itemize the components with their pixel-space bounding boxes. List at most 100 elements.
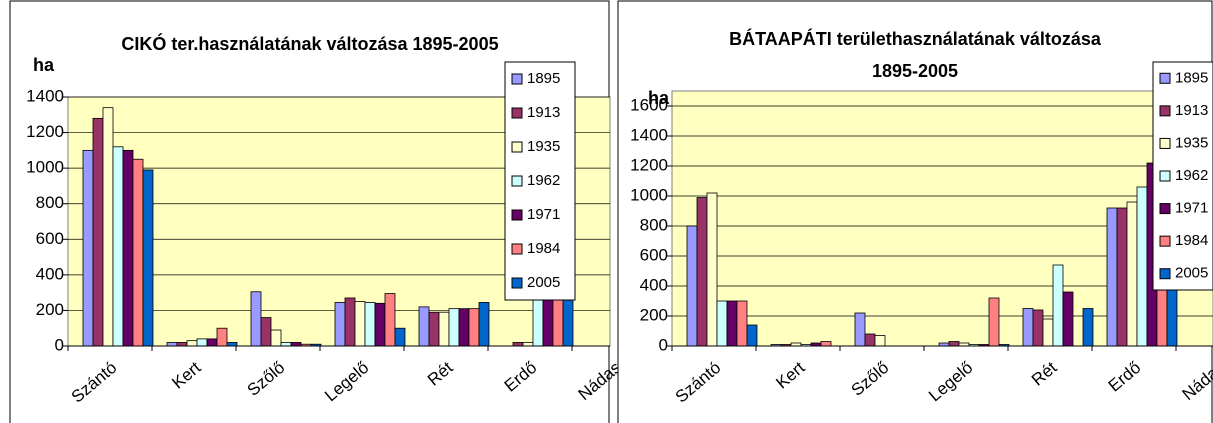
legend-label: 2005	[1175, 265, 1208, 282]
bar	[384, 293, 396, 347]
bar	[1032, 309, 1044, 347]
bar	[1042, 318, 1054, 347]
legend-label: 1895	[1175, 69, 1208, 86]
bar	[1106, 207, 1118, 347]
bar	[250, 291, 262, 347]
bar	[686, 225, 698, 347]
bar	[418, 306, 430, 347]
legend-swatch	[511, 175, 523, 187]
bar	[280, 342, 292, 347]
bar	[394, 327, 406, 347]
bar	[374, 302, 386, 347]
legend-label: 1971	[527, 206, 560, 223]
bar	[334, 302, 346, 347]
y-tick-label: 1400	[26, 86, 64, 105]
bar	[260, 317, 272, 347]
y-tick-label: 1400	[630, 125, 668, 144]
legend-label: 1913	[527, 104, 560, 121]
bar	[1052, 264, 1064, 347]
legend-swatch	[1159, 203, 1171, 215]
bar	[736, 300, 748, 347]
chart-title: CIKÓ ter.használatának változása 1895-20…	[121, 33, 498, 54]
bar	[102, 107, 114, 347]
bar	[270, 329, 282, 347]
bar	[1062, 291, 1074, 347]
bar	[696, 197, 708, 347]
y-tick-label: 1600	[630, 95, 668, 114]
chart-title: 1895-2005	[872, 61, 958, 81]
y-tick-label: 400	[640, 275, 668, 294]
y-tick-label: 800	[640, 215, 668, 234]
bar	[142, 169, 154, 347]
legend-box	[1152, 61, 1213, 291]
bar	[364, 302, 376, 347]
bar	[1082, 308, 1094, 347]
y-tick-label: 800	[36, 193, 64, 212]
bar	[948, 341, 960, 347]
legend-label: 1962	[527, 172, 560, 189]
bar	[112, 146, 124, 347]
bar	[874, 335, 886, 347]
bar	[478, 302, 490, 347]
legend-label: 1962	[1175, 167, 1208, 184]
bar	[226, 342, 238, 347]
bar	[166, 342, 178, 347]
bar	[176, 342, 188, 347]
bar	[448, 308, 460, 347]
bar	[206, 338, 218, 347]
bar	[706, 192, 718, 347]
y-tick-label: 1000	[630, 185, 668, 204]
bar	[132, 158, 144, 347]
bar	[458, 308, 470, 347]
chart: BÁTAAPÁTI területhasználatának változása…	[617, 0, 1213, 423]
y-tick-label: 0	[659, 335, 668, 354]
bar	[864, 333, 876, 347]
y-axis-label: ha	[648, 88, 670, 108]
y-tick-label: 1200	[630, 155, 668, 174]
bar	[532, 295, 544, 347]
legend-label: 1971	[1175, 200, 1208, 217]
y-tick-label: 600	[36, 229, 64, 248]
legend-swatch	[511, 209, 523, 221]
legend-swatch	[511, 107, 523, 119]
bar	[716, 300, 728, 347]
bar	[1136, 186, 1148, 347]
legend-swatch	[511, 277, 523, 289]
bar	[92, 117, 104, 347]
legend-swatch	[511, 141, 523, 153]
legend-label: 1935	[527, 138, 560, 155]
y-tick-label: 200	[640, 305, 668, 324]
legend-label: 1984	[527, 240, 560, 257]
bar	[438, 311, 450, 347]
bar	[726, 300, 738, 347]
y-tick-label: 600	[640, 245, 668, 264]
legend-swatch	[1159, 235, 1171, 247]
legend-label: 1984	[1175, 232, 1208, 249]
legend-swatch	[1159, 105, 1171, 117]
bar	[428, 311, 440, 347]
bar	[186, 340, 198, 347]
legend-label: 1913	[1175, 102, 1208, 119]
bar	[354, 301, 366, 347]
bar	[512, 342, 524, 347]
bar	[82, 149, 94, 347]
chart-title: BÁTAAPÁTI területhasználatának változása	[729, 28, 1102, 49]
bar	[1022, 308, 1034, 347]
bar	[988, 297, 1000, 347]
y-tick-label: 200	[36, 300, 64, 319]
legend-swatch	[1159, 268, 1171, 280]
y-tick-label: 1200	[26, 122, 64, 141]
bar	[344, 297, 356, 347]
legend-swatch	[1159, 137, 1171, 149]
bar	[1116, 207, 1128, 347]
legend-label: 2005	[527, 274, 560, 291]
bar	[820, 341, 832, 347]
legend-label: 1895	[527, 70, 560, 87]
y-tick-label: 400	[36, 264, 64, 283]
bar	[854, 312, 866, 347]
legend-label: 1935	[1175, 134, 1208, 151]
bar	[1126, 201, 1138, 347]
bar	[468, 308, 480, 347]
bar	[122, 149, 134, 347]
y-axis-label: ha	[33, 55, 55, 75]
